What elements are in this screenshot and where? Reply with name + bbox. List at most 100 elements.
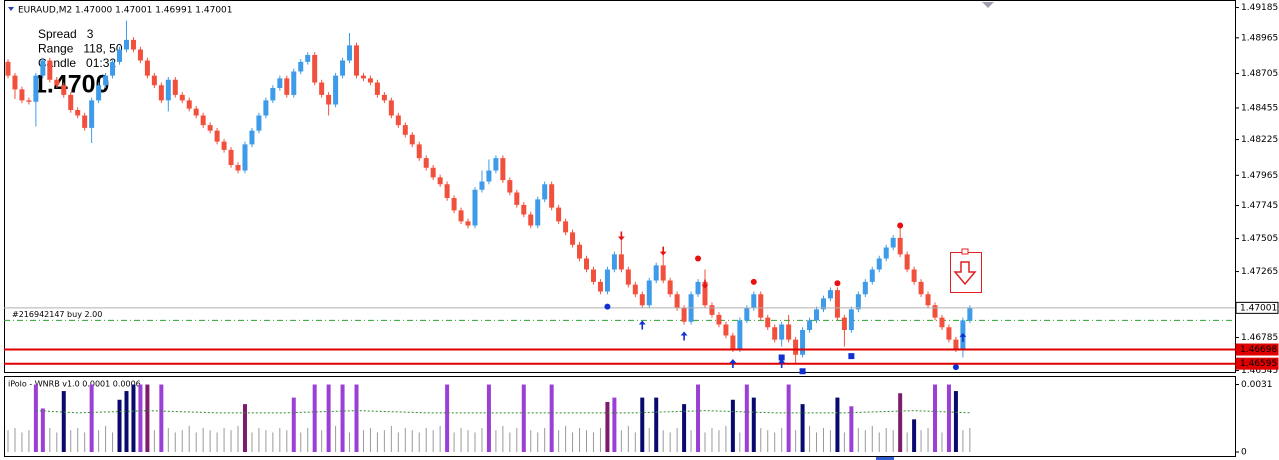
candle-body: [61, 85, 67, 95]
candle-body: [437, 177, 443, 185]
histogram-bar: [251, 432, 253, 452]
histogram-bar: [188, 425, 190, 452]
histogram-bar: [809, 425, 811, 452]
candle-body: [242, 144, 248, 171]
y-tick-label: 1.48455: [1241, 103, 1278, 113]
candle-body: [709, 305, 715, 315]
candle-body: [235, 165, 241, 171]
histogram-bar: [216, 432, 218, 452]
candle-body: [862, 281, 868, 295]
signal-dot: [834, 280, 841, 287]
y-tick-label: 1.48705: [1241, 69, 1278, 79]
candle-body: [179, 94, 185, 101]
candle-body: [270, 88, 276, 101]
candle-body: [5, 61, 11, 76]
y-tick-label: 1.46785: [1241, 333, 1278, 343]
histogram-bar: [481, 428, 483, 452]
histogram-bar: [321, 430, 323, 452]
histogram-bar: [927, 428, 929, 452]
candle-body: [730, 335, 736, 350]
histogram-bar: [669, 432, 671, 452]
candle-body: [110, 61, 116, 76]
candle-body: [618, 254, 624, 270]
histogram-bar: [138, 384, 143, 452]
candle-body: [584, 258, 590, 270]
info-line: Spread 3: [38, 27, 94, 41]
candle-body: [876, 258, 882, 270]
candle-body: [207, 125, 213, 131]
histogram-bar: [117, 399, 122, 452]
histogram-bar: [486, 384, 491, 452]
candle-body: [674, 294, 680, 308]
candle-body: [556, 207, 562, 222]
y-tick-label: 1.47505: [1241, 234, 1278, 244]
candle-body: [326, 94, 332, 105]
candle-body: [165, 79, 171, 101]
candle-body: [967, 308, 973, 321]
histogram-bar: [98, 430, 100, 452]
histogram-bar: [131, 384, 136, 452]
histogram-bar: [195, 432, 197, 452]
candle-body: [26, 100, 32, 102]
signal-line: [35, 410, 970, 414]
main-layer: 1.49185 1.48965 1.48705 1.48455 1.48225 1.479…: [4, 3, 1279, 376]
signal-dot: [897, 222, 904, 229]
candle-body: [507, 180, 513, 193]
candle-body: [737, 320, 743, 350]
histogram-bar: [61, 391, 66, 452]
candle-body: [284, 78, 290, 95]
candle-body: [779, 324, 785, 340]
histogram-bar: [223, 428, 225, 452]
histogram-bar: [634, 432, 636, 452]
histogram-bar: [411, 430, 413, 452]
histogram-bar: [662, 430, 664, 452]
histogram-bar: [112, 432, 114, 452]
histogram-bar: [898, 393, 903, 452]
histogram-bar: [40, 408, 45, 452]
y-tick-label: 1.47745: [1241, 201, 1278, 211]
candle-body: [841, 317, 847, 330]
candle-body: [883, 247, 889, 259]
price-level-label: 1.46595: [1240, 359, 1277, 369]
signal-arrow-up: [959, 332, 967, 342]
histogram-bar: [843, 432, 845, 452]
histogram-bar: [941, 432, 943, 452]
histogram-bar: [682, 404, 687, 452]
shift-marker: [982, 2, 994, 8]
candle-body: [716, 314, 722, 325]
histogram-bar: [612, 397, 617, 452]
candle-body: [416, 144, 422, 159]
histogram-bar: [145, 384, 150, 452]
histogram-bar: [432, 430, 434, 452]
histogram-bar: [892, 430, 894, 452]
histogram-bar: [28, 430, 30, 452]
histogram-bar: [774, 432, 776, 452]
candle-body: [542, 184, 548, 200]
signal-square: [799, 368, 806, 375]
candle-body: [695, 281, 701, 295]
histogram-bar: [592, 432, 594, 452]
candle-body: [123, 39, 129, 50]
histogram-bar: [56, 432, 58, 452]
signal-arrow-up: [680, 331, 688, 341]
signal-square: [848, 353, 855, 360]
candle-body: [897, 237, 903, 255]
candle-body: [374, 82, 380, 95]
candle-body: [263, 100, 269, 116]
candle-body: [772, 327, 778, 340]
candle-body: [932, 305, 938, 318]
histogram-bar: [739, 432, 741, 452]
candle-body: [535, 199, 541, 226]
histogram-bar: [77, 428, 79, 452]
candle-body: [786, 324, 792, 340]
histogram-bar: [495, 430, 497, 452]
candle-body: [347, 45, 353, 61]
histogram-bar: [242, 404, 247, 452]
histogram-bar: [912, 419, 917, 452]
histogram-bar: [300, 432, 302, 452]
histogram-bar: [906, 432, 908, 452]
signal-arrow-up: [638, 320, 646, 330]
candle-body: [855, 294, 861, 310]
histogram-bar: [167, 428, 169, 452]
